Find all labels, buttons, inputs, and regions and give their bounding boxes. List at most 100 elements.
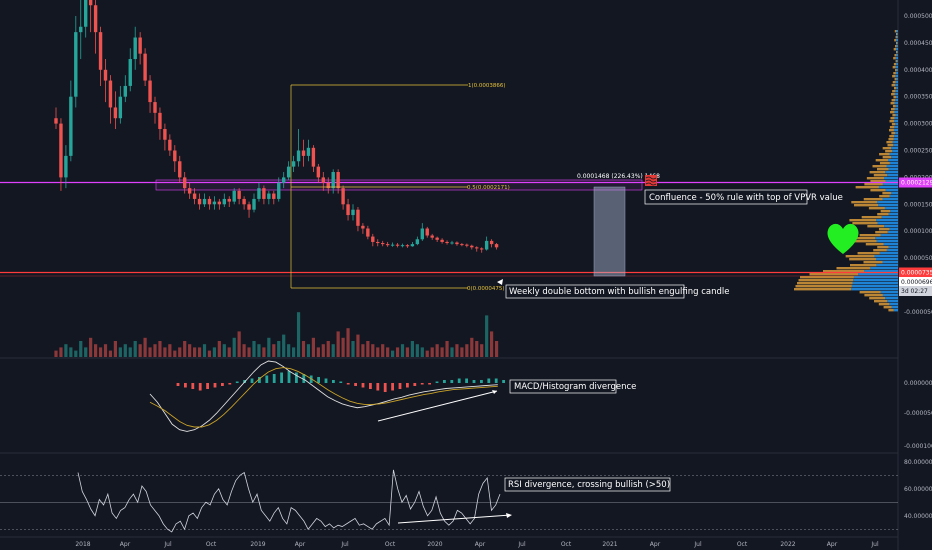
countdown-tag-text: 3d 02:27 (901, 288, 928, 295)
double-bottom-arrow-icon (497, 279, 503, 285)
vp-row-up (874, 255, 898, 258)
volume-bar (415, 344, 419, 357)
candle-body (197, 198, 202, 205)
vp-row-down (889, 126, 895, 129)
vp-row-down (879, 153, 890, 156)
vp-row-up (896, 60, 898, 63)
vp-row-up (893, 138, 898, 141)
vp-row-up (891, 306, 898, 309)
vp-row-down (797, 282, 853, 285)
vp-row-up (895, 57, 898, 60)
time-axis-tick: 2019 (250, 541, 265, 548)
candle-body (242, 198, 246, 205)
volume-bar (435, 344, 439, 357)
price-range-measure[interactable]: 0.0001468 (226.43%) 1468 (577, 173, 660, 277)
vp-row-down (891, 123, 896, 126)
vp-row-down (880, 210, 891, 213)
vp-row-up (885, 297, 898, 300)
vp-row-down (895, 36, 897, 39)
time-axis-tick: Jul (340, 541, 349, 548)
vp-row-down (847, 237, 876, 240)
macd-histogram-bar (487, 378, 491, 383)
vp-row-up (870, 267, 898, 270)
vp-row-down (883, 306, 892, 309)
macd-signal-line (149, 367, 498, 428)
macd-histogram-bar (295, 372, 298, 383)
macd-histogram-bar (184, 383, 187, 388)
volume-bar (178, 347, 182, 357)
squiggle-icon-strokes (645, 176, 657, 186)
macd-histogram-bar (346, 383, 350, 385)
vp-row-down (893, 63, 897, 66)
vp-row-up (889, 162, 898, 165)
measure-box (593, 186, 626, 277)
candle-body (88, 0, 93, 6)
candle-body (267, 193, 271, 199)
vp-row-down (864, 294, 883, 297)
volume-bar (455, 344, 459, 357)
vp-row-up (884, 207, 898, 210)
vp-row-down (872, 165, 887, 168)
vp-row-up (895, 66, 898, 69)
macd-histogram-bar (332, 380, 335, 383)
time-axis[interactable]: 2018 Apr Jul Oct 2019 Apr Jul Oct 2020 Apr Jul Oct 2… (75, 541, 879, 548)
candle-body (153, 102, 157, 113)
vp-row-up (888, 213, 898, 216)
countdown-tag-bg (899, 286, 932, 296)
candle-body (311, 147, 316, 167)
vp-row-up (896, 30, 898, 33)
vp-row-up (894, 117, 898, 120)
vp-row-up (892, 141, 898, 144)
volume-bar (128, 347, 132, 357)
volume-bar (69, 347, 73, 357)
volume-bar (405, 347, 410, 357)
vp-row-down (890, 117, 895, 120)
candle-body (93, 5, 98, 33)
candle-body (385, 244, 390, 246)
macd-histogram-bar (413, 383, 417, 386)
vp-row-up (896, 48, 898, 51)
volume-bar (232, 337, 236, 357)
rsi-pane[interactable]: 80.0000000 60.0000000 40.0000000 (0, 459, 932, 533)
rsi-note-box (504, 477, 671, 492)
vp-row-up (895, 81, 898, 84)
macd-note-text: MACD/Histogram divergence (514, 382, 636, 392)
candle-body (282, 177, 286, 183)
volume-bar (148, 347, 152, 357)
candle-body (222, 198, 226, 205)
vp-row-up (882, 183, 898, 186)
horizontal-levels[interactable] (0, 179, 898, 277)
macd-histogram-bar (457, 378, 461, 383)
macd-divergence-arrowhead (492, 390, 497, 394)
current-price-tag-bg (899, 277, 932, 287)
annotations[interactable]: Confluence - 50% rule with top of VPVR v… (497, 175, 859, 492)
vp-row-down (850, 240, 877, 243)
vp-row-down (891, 93, 895, 96)
rsi-axis-tick: 60.0000000 (904, 486, 932, 493)
vp-row-down (867, 225, 885, 228)
vp-row-down (891, 108, 895, 111)
vp-row-up (897, 33, 898, 36)
time-axis-tick: Oct (737, 541, 748, 548)
volume-bar (118, 347, 122, 357)
vp-row-down (892, 75, 896, 78)
resistance-zone (155, 179, 643, 191)
volume-bar (391, 350, 395, 357)
candle-body (202, 198, 207, 205)
candlestick-series[interactable] (54, 0, 499, 253)
vp-row-up (895, 114, 898, 117)
vp-row-down (893, 57, 896, 60)
vp-row-down (879, 195, 890, 198)
candle-body (74, 32, 78, 97)
volume-bar (287, 344, 291, 357)
time-axis-tick: Jul (693, 541, 702, 548)
vp-row-up (894, 108, 898, 111)
macd-histogram-bar (420, 383, 424, 385)
candle-body (212, 201, 217, 205)
candle-body (123, 85, 127, 97)
macd-histogram-bar (265, 375, 269, 383)
fibonacci-retracement[interactable]: 1(0.0003866) 0.5(0.0002171) 0(0.0000475) (290, 83, 510, 292)
